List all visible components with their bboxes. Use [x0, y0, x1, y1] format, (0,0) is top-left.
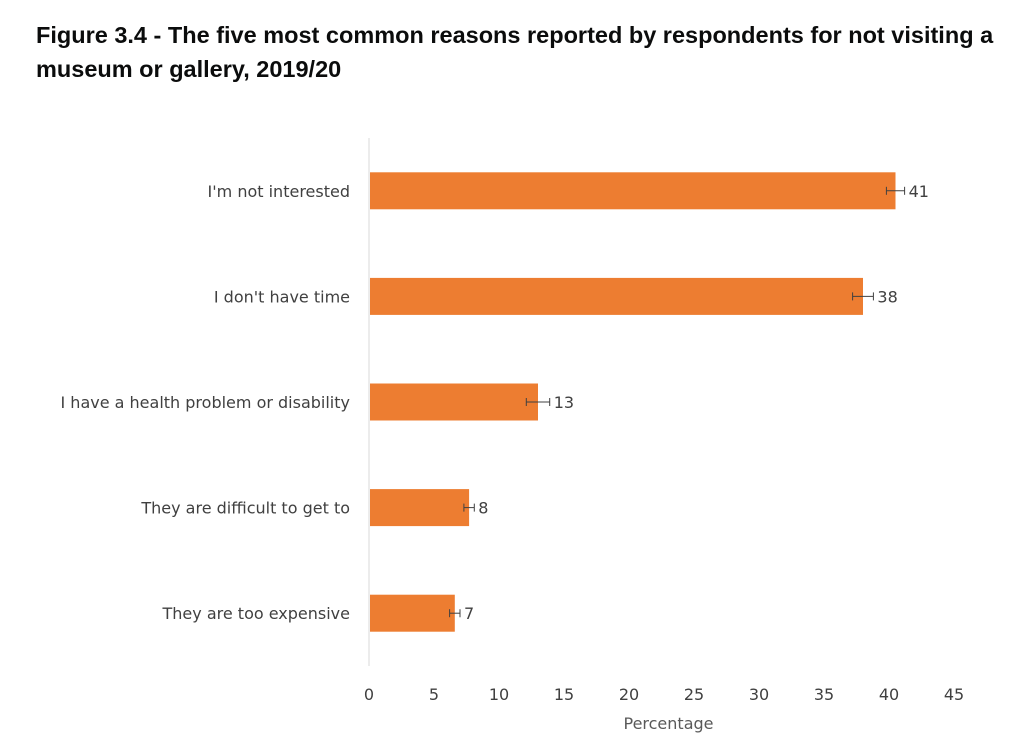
x-tick-label: 40 [879, 685, 899, 704]
error-bar [463, 503, 475, 512]
x-tick-label: 20 [619, 685, 639, 704]
bar [370, 172, 896, 210]
data-label: 13 [554, 393, 574, 412]
category-label: I'm not interested [208, 182, 350, 201]
data-label: 7 [464, 604, 474, 623]
x-tick-label: 35 [814, 685, 834, 704]
x-tick-label: 45 [944, 685, 964, 704]
bar [370, 383, 538, 421]
x-tick-label: 0 [364, 685, 374, 704]
bar [370, 277, 863, 315]
category-label: I don't have time [214, 287, 350, 306]
x-tick-label: 5 [429, 685, 439, 704]
category-label: They are difficult to get to [140, 499, 350, 518]
x-tick-label: 30 [749, 685, 769, 704]
data-label: 38 [877, 287, 897, 306]
data-label: 8 [478, 499, 488, 518]
data-label: 41 [909, 182, 929, 201]
category-label: I have a health problem or disability [61, 393, 351, 412]
x-tick-label: 10 [489, 685, 509, 704]
bar [370, 594, 455, 632]
chart-title: Figure 3.4 - The five most common reason… [36, 22, 994, 82]
error-bar [449, 609, 461, 618]
x-tick-label: 25 [684, 685, 704, 704]
error-bar [525, 398, 551, 406]
x-tick-label: 15 [554, 685, 574, 704]
bar [370, 489, 470, 527]
error-bar [885, 186, 906, 195]
x-axis-ticks: 0 5 10 15 20 25 30 35 40 45 [364, 685, 964, 704]
bars-layer: I'm not interested 41 I don't have time 38 I… [61, 172, 929, 632]
category-label: They are too expensive [162, 604, 350, 623]
x-axis-title: Percentage [623, 714, 713, 733]
error-bar [852, 292, 874, 301]
